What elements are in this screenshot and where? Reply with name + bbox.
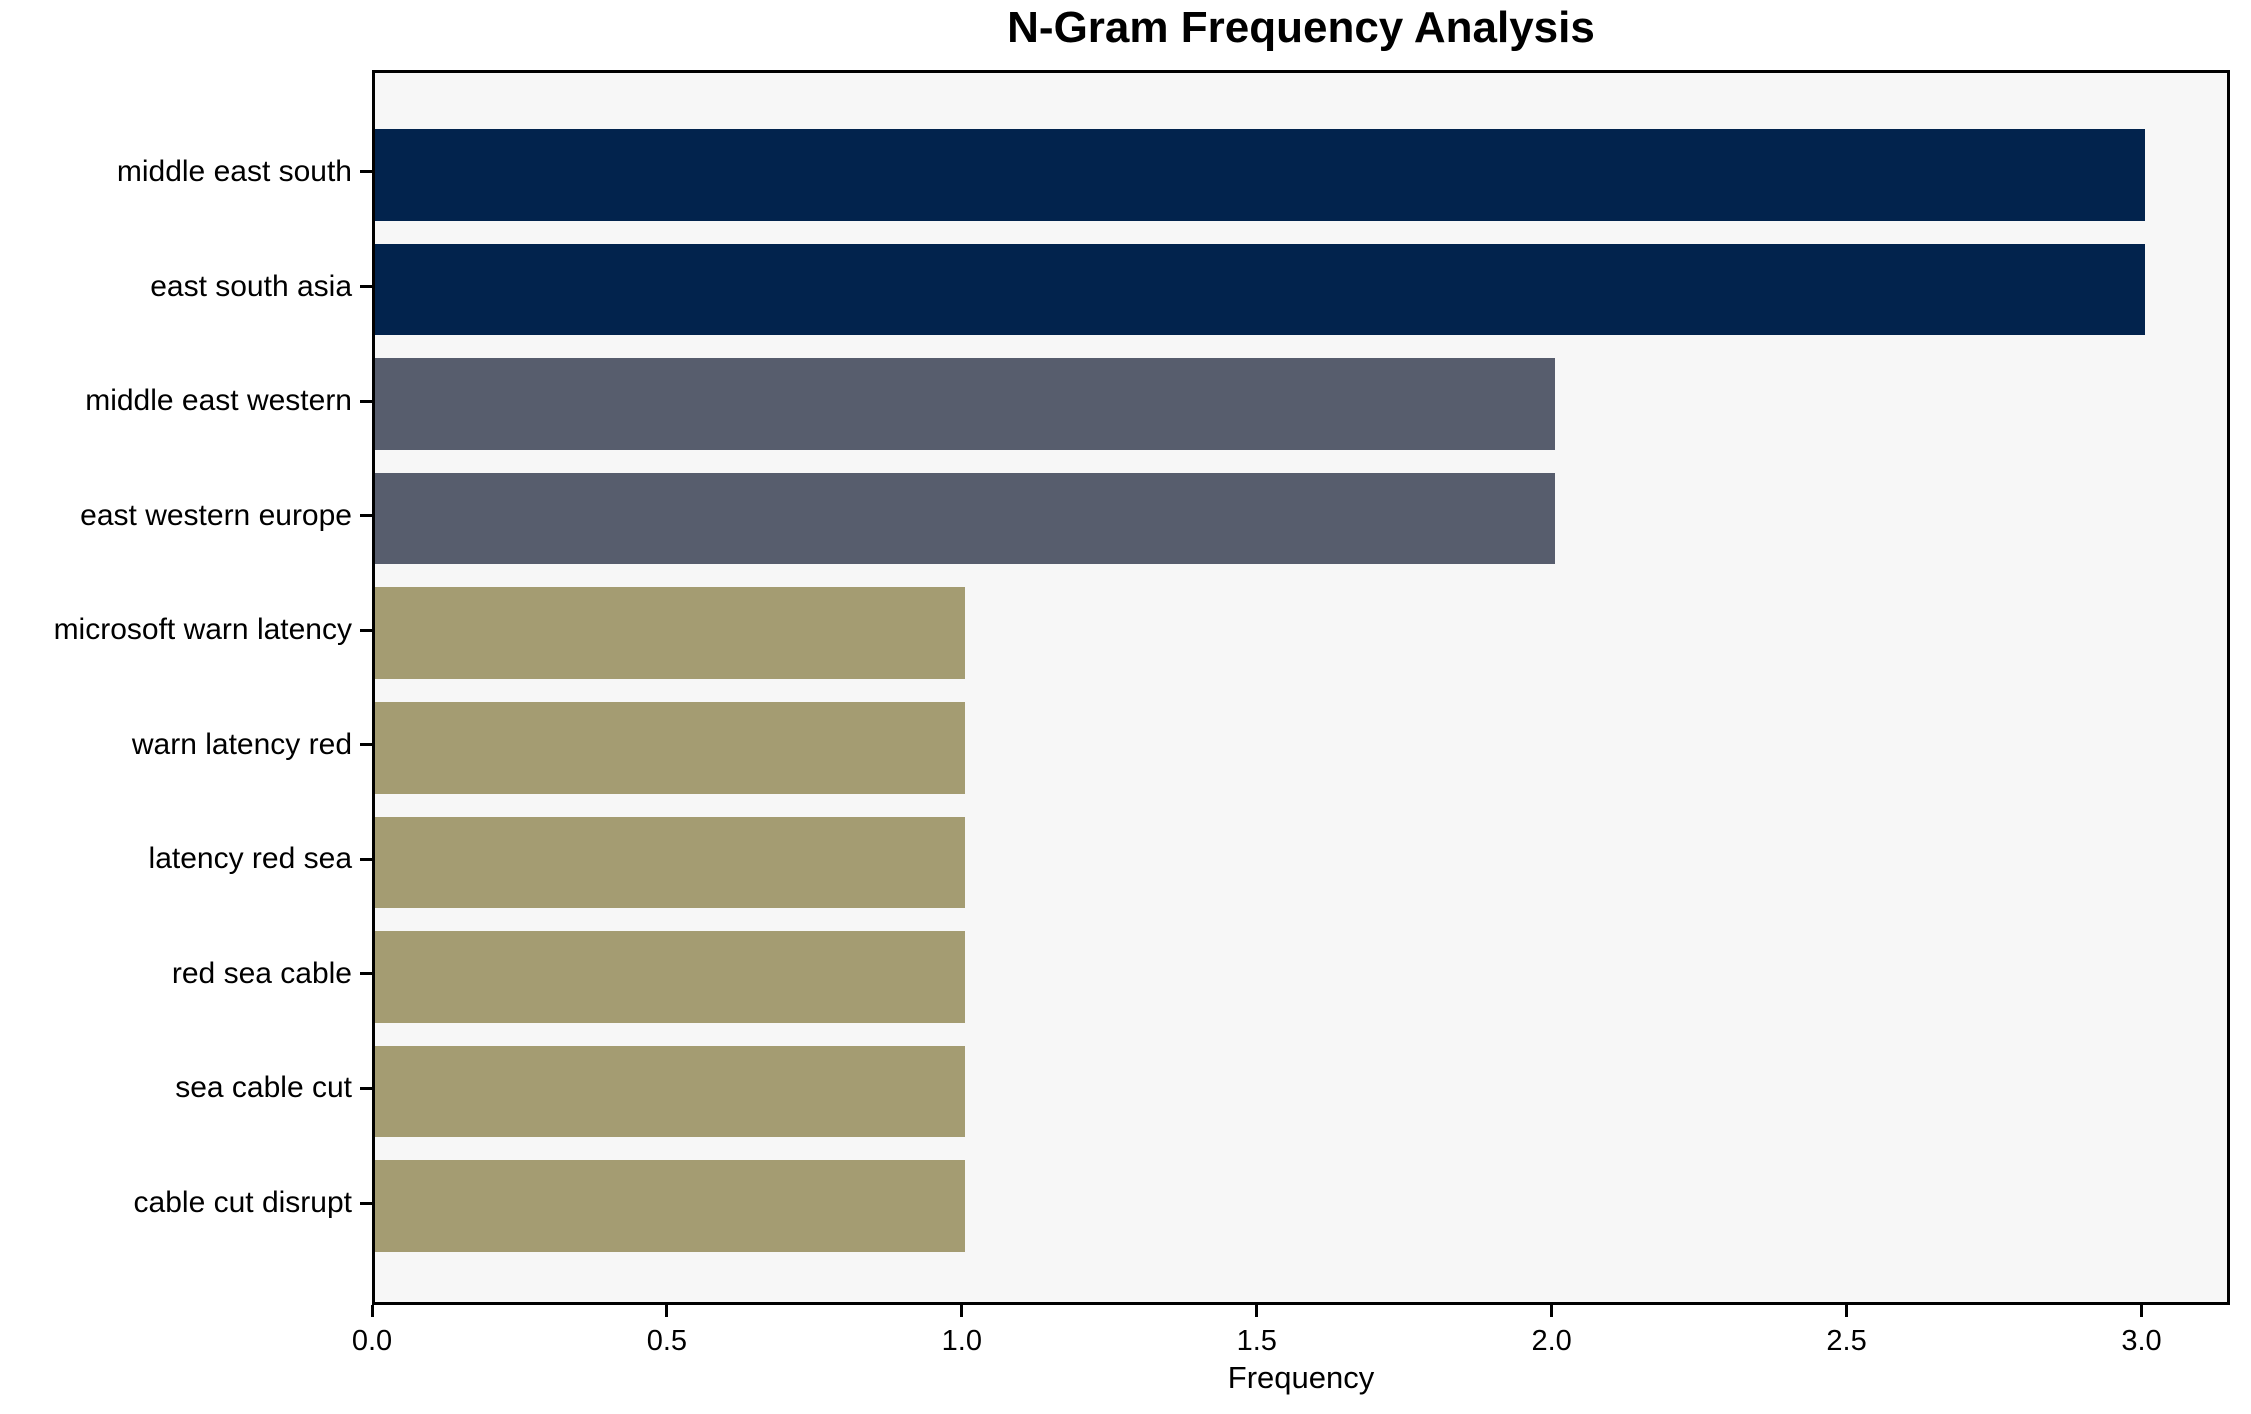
y-tick-mark xyxy=(360,170,372,174)
bar-microsoft-warn-latency xyxy=(375,587,965,680)
x-tick-mark xyxy=(1255,1305,1259,1317)
y-tick-label: cable cut disrupt xyxy=(133,1186,352,1220)
y-tick-label: middle east western xyxy=(85,384,352,418)
chart-title: N-Gram Frequency Analysis xyxy=(1007,3,1595,52)
x-tick-label: 0.5 xyxy=(646,1325,688,1357)
y-tick-label: east south asia xyxy=(150,269,352,303)
y-tick-mark xyxy=(360,857,372,861)
x-tick-label: 1.0 xyxy=(941,1325,982,1357)
x-tick-mark xyxy=(2140,1305,2144,1317)
y-tick-label: latency red sea xyxy=(148,842,352,876)
y-tick-mark xyxy=(360,743,372,747)
y-tick-label: east western europe xyxy=(80,498,352,532)
bar-latency-red-sea xyxy=(375,816,965,909)
y-tick-mark xyxy=(360,399,372,403)
y-tick-label: microsoft warn latency xyxy=(53,613,352,647)
bar-east-western-europe xyxy=(375,472,1555,565)
x-tick-mark xyxy=(1550,1305,1554,1317)
bar-warn-latency-red xyxy=(375,701,965,794)
y-tick-label: warn latency red xyxy=(131,727,352,761)
y-tick-mark xyxy=(360,514,372,518)
y-tick-mark xyxy=(360,1201,372,1205)
bar-sea-cable-cut xyxy=(375,1045,965,1138)
x-tick-mark xyxy=(665,1305,669,1317)
x-tick-mark xyxy=(960,1305,964,1317)
y-tick-label: sea cable cut xyxy=(175,1071,352,1105)
bar-east-south-asia xyxy=(375,243,2145,336)
x-tick-label: 2.5 xyxy=(1826,1325,1867,1357)
x-tick-label: 0.0 xyxy=(351,1325,393,1357)
x-tick-mark xyxy=(370,1305,374,1317)
y-tick-label: red sea cable xyxy=(171,956,352,990)
bar-red-sea-cable xyxy=(375,931,965,1023)
y-tick-mark xyxy=(360,285,372,289)
x-tick-mark xyxy=(1845,1305,1849,1317)
y-tick-mark xyxy=(360,628,372,632)
y-tick-mark xyxy=(360,1086,372,1090)
bar-middle-east-south xyxy=(375,129,2145,221)
x-tick-label: 2.0 xyxy=(1531,1325,1572,1357)
y-tick-mark xyxy=(360,972,372,976)
y-tick-label: middle east south xyxy=(116,154,352,188)
bar-middle-east-western xyxy=(375,358,1555,450)
x-axis-title: Frequency xyxy=(1227,1360,1375,1395)
x-tick-label: 1.5 xyxy=(1236,1325,1277,1357)
bar-cable-cut-disrupt xyxy=(375,1160,965,1252)
plot-area xyxy=(372,70,2230,1305)
x-tick-label: 3.0 xyxy=(2121,1325,2162,1357)
